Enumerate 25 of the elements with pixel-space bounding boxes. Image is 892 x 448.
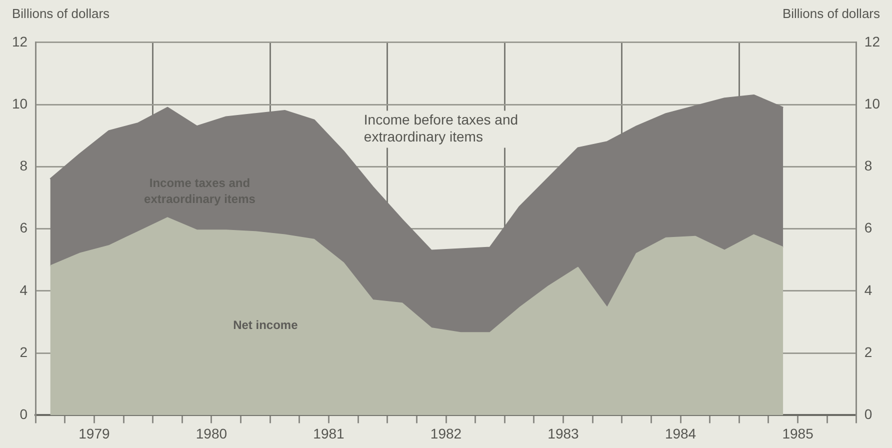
y-tick-label: 0 <box>20 406 28 422</box>
y-tick-label: 10 <box>12 95 28 112</box>
y2-tick-label: 8 <box>864 158 872 174</box>
y-tick-label: 2 <box>20 344 28 360</box>
y2-tick-label: 2 <box>864 344 872 360</box>
annotation: Income before taxes and extraordinary items <box>364 112 518 145</box>
x-tick-label: 1983 <box>548 425 580 442</box>
x-tick-label: 1982 <box>430 425 462 442</box>
y2-tick-label: 6 <box>864 220 872 236</box>
y-tick-label: 12 <box>12 33 28 50</box>
y-tick-label: 6 <box>20 220 28 236</box>
x-tick-label: 1981 <box>313 425 345 442</box>
y2-tick-label: 0 <box>864 406 872 422</box>
x-tick-label: 1979 <box>78 425 110 442</box>
series-label: Net income <box>233 318 298 332</box>
y-tick-label: 8 <box>20 158 28 174</box>
x-tick-label: 1980 <box>196 425 228 442</box>
y2-tick-label: 12 <box>864 33 880 50</box>
x-tick-label: 1985 <box>782 425 814 442</box>
x-tick-label: 1984 <box>664 425 696 442</box>
y2-axis-title: Billions of dollars <box>782 6 880 21</box>
y2-tick-label: 10 <box>864 95 880 112</box>
y-axis-title: Billions of dollars <box>12 6 110 21</box>
y-tick-label: 4 <box>20 282 28 298</box>
y2-tick-label: 4 <box>864 282 872 298</box>
